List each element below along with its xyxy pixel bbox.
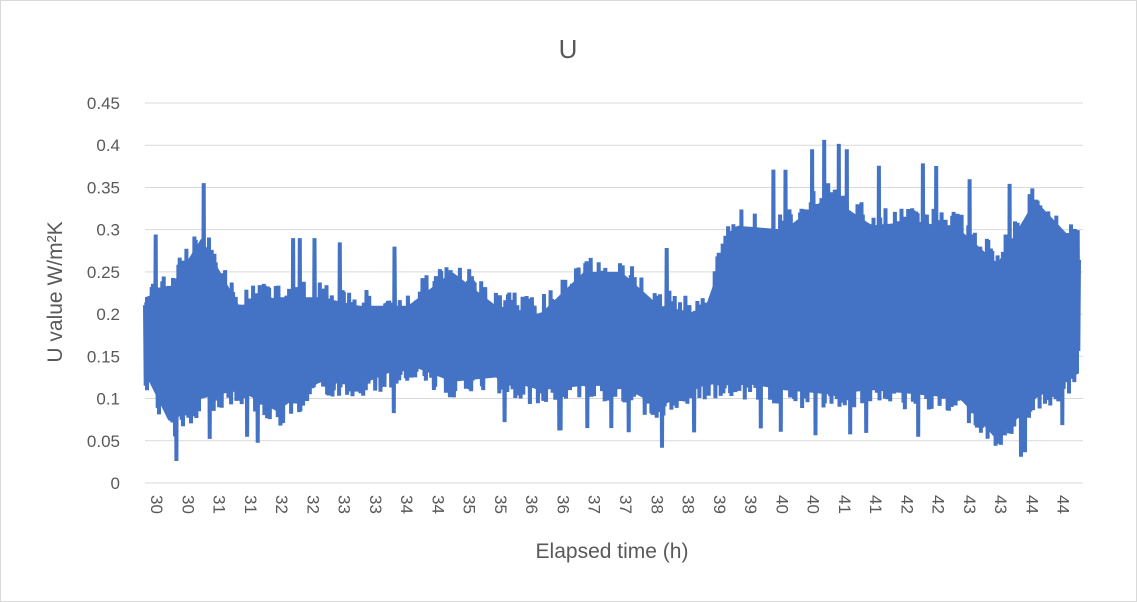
y-tick-label: 0.05 [87,432,120,451]
x-tick-label: 43 [991,495,1010,514]
x-tick-label: 38 [679,495,698,514]
x-tick-label: 36 [553,495,572,514]
x-tick-label: 35 [491,495,510,514]
x-tick-label: 42 [897,495,916,514]
y-tick-label: 0.4 [96,136,120,155]
y-axis-label: U value W/m²K [44,221,67,362]
y-tick-label: 0.25 [87,263,120,282]
x-tick-label: 31 [210,495,229,514]
x-tick-label: 38 [647,495,666,514]
x-tick-label: 37 [616,495,635,514]
x-tick-label: 34 [428,495,447,514]
x-tick-label: 44 [1022,495,1041,514]
plot-area [143,139,1081,462]
u-value-series-line [143,139,1081,462]
x-tick-label: 34 [397,495,416,514]
x-tick-labels: 30 30 31 31 32 32 33 33 34 34 35 35 36 36 37 37 38 38 39 39… [147,495,1073,514]
x-tick-label: 33 [335,495,354,514]
x-tick-label: 35 [460,495,479,514]
x-tick-label: 40 [804,495,823,514]
y-tick-label: 0.45 [87,94,120,113]
x-tick-label: 32 [303,495,322,514]
x-tick-label: 30 [147,495,166,514]
y-tick-label: 0.2 [96,305,120,324]
x-tick-label: 43 [960,495,979,514]
x-tick-label: 33 [366,495,385,514]
x-tick-label: 41 [835,495,854,514]
x-tick-label: 31 [241,495,260,514]
y-tick-labels: 0 0.05 0.1 0.15 0.2 0.25 0.3 0.35 0.4 0.45 [87,94,120,493]
x-tick-label: 44 [1054,495,1073,514]
x-tick-label: 39 [741,495,760,514]
y-tick-label: 0.35 [87,178,120,197]
y-tick-label: 0.3 [96,221,120,240]
y-tick-label: 0.1 [96,390,120,409]
x-tick-label: 37 [585,495,604,514]
y-tick-label: 0 [111,474,120,493]
x-tick-label: 39 [710,495,729,514]
x-tick-label: 32 [272,495,291,514]
x-tick-label: 40 [772,495,791,514]
x-tick-label: 30 [178,495,197,514]
x-tick-label: 42 [929,495,948,514]
x-axis-label: Elapsed time (h) [536,540,689,563]
y-tick-label: 0.15 [87,347,120,366]
chart-title: U [559,34,578,64]
x-tick-label: 36 [522,495,541,514]
x-tick-label: 41 [866,495,885,514]
